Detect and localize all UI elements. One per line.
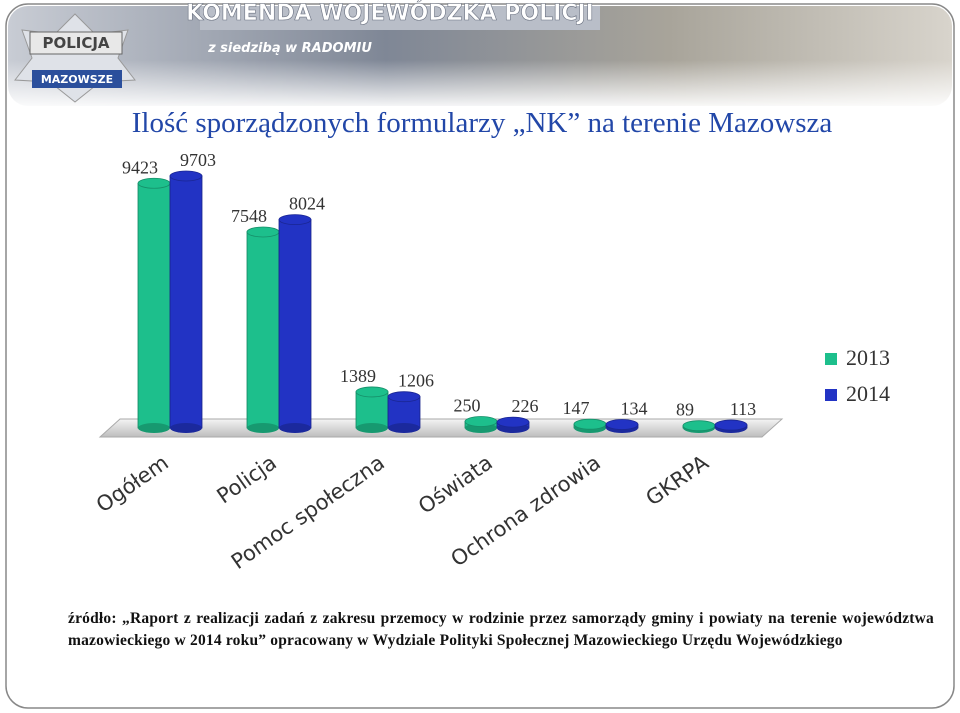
bar-top	[169, 170, 203, 182]
value-label: 1206	[398, 371, 434, 391]
badge-top	[29, 31, 123, 55]
x-tick-label: GKRPA	[641, 450, 713, 510]
bar-top	[387, 391, 421, 403]
legend-label: 2013	[846, 345, 890, 370]
bar-top	[137, 177, 171, 189]
bar-top	[714, 419, 748, 431]
value-label: 134	[621, 399, 648, 419]
badge-top-text: POLICJA	[42, 34, 109, 52]
value-label: 113	[730, 399, 756, 419]
banner-strip	[200, 6, 600, 30]
source-note: źródło: „Raport z realizacji zadań z zak…	[68, 610, 934, 649]
bar-base	[247, 423, 279, 433]
value-label: 89	[676, 400, 694, 420]
value-label: 9423	[122, 157, 158, 177]
value-label: 226	[512, 396, 539, 416]
value-label: 8024	[289, 194, 325, 214]
bar	[246, 231, 280, 429]
bar-base	[170, 423, 202, 433]
bar-top	[605, 419, 639, 430]
bar-base	[388, 423, 420, 433]
bar-base	[279, 423, 311, 433]
x-tick-label: Oświata	[414, 450, 497, 518]
value-label: 147	[563, 398, 590, 418]
bar-top	[464, 416, 498, 427]
bar-top	[682, 420, 716, 432]
value-label: 1389	[340, 366, 376, 386]
chart-title: Ilość sporządzonych formularzy „NK” na t…	[132, 107, 833, 139]
bar-top	[496, 416, 530, 428]
value-label: 250	[454, 396, 481, 416]
bar	[355, 391, 389, 429]
banner-subtitle: z siedzibą w RADOMIU	[207, 41, 372, 56]
x-tick-label: Policja	[212, 450, 280, 508]
bar-top	[246, 226, 280, 238]
x-tick-label: Ogółem	[92, 450, 173, 517]
value-label: 7548	[231, 206, 267, 226]
value-label: 9703	[180, 150, 216, 170]
bar	[278, 219, 312, 429]
bar	[169, 175, 203, 429]
bar-base	[138, 423, 170, 433]
legend-swatch	[825, 353, 837, 365]
bar-top	[355, 386, 389, 398]
badge-bottom-text: MAZOWSZE	[41, 73, 113, 86]
bar-top	[573, 418, 607, 430]
legend-label: 2014	[846, 381, 890, 406]
legend-swatch	[825, 389, 837, 401]
banner-text: KOMENDA WOJEWÓDZKA POLICJI	[186, 0, 594, 26]
bar	[137, 182, 171, 429]
bar-base	[356, 423, 388, 433]
badge-bottom	[32, 70, 122, 88]
bar-top	[278, 214, 312, 226]
slide-frame	[5, 3, 955, 709]
banner-fade	[8, 60, 952, 110]
